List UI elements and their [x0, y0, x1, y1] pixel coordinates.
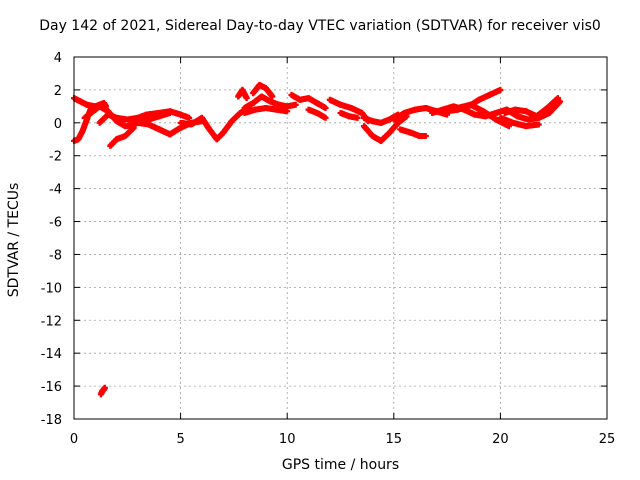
y-tick-label: -18	[41, 413, 62, 428]
data-point	[354, 114, 361, 121]
data-point	[554, 95, 561, 102]
y-tick-label: 4	[54, 51, 62, 66]
axis-ticks	[73, 56, 608, 420]
y-tick-label: 0	[54, 117, 62, 132]
y-tick-label: -6	[49, 216, 62, 231]
y-axis-label: SDTVAR / TECUs	[6, 182, 22, 298]
y-tick-label: -12	[41, 314, 62, 329]
x-tick-label: 5	[176, 432, 184, 447]
x-tick-label: 20	[492, 432, 509, 447]
x-tick-label: 10	[279, 432, 296, 447]
y-tick-label: 2	[54, 84, 62, 99]
y-tick-label: -16	[41, 380, 62, 395]
data-point	[497, 86, 504, 93]
y-tick-label: -2	[49, 150, 62, 165]
x-tick-label: 0	[70, 432, 78, 447]
data-point	[535, 121, 542, 128]
y-tick-label: -10	[41, 281, 62, 296]
x-axis-label: GPS time / hours	[281, 457, 400, 473]
y-tick-label: -8	[49, 248, 62, 263]
data-point	[422, 132, 429, 139]
y-tick-label: -14	[41, 347, 62, 362]
chart-title: Day 142 of 2021, Sidereal Day-to-day VTE…	[39, 18, 601, 34]
data-point	[322, 105, 329, 112]
data-points	[71, 81, 564, 398]
x-tick-label: 25	[599, 432, 616, 447]
data-point	[186, 114, 193, 121]
plot-frame	[73, 56, 608, 420]
data-point	[101, 384, 108, 391]
data-point	[284, 108, 291, 115]
data-point	[269, 93, 276, 100]
data-point	[292, 101, 299, 108]
y-tick-label: -4	[49, 183, 62, 198]
data-point	[322, 114, 329, 121]
data-point	[243, 95, 250, 102]
x-tick-label: 15	[386, 432, 403, 447]
grid-lines	[74, 57, 607, 419]
